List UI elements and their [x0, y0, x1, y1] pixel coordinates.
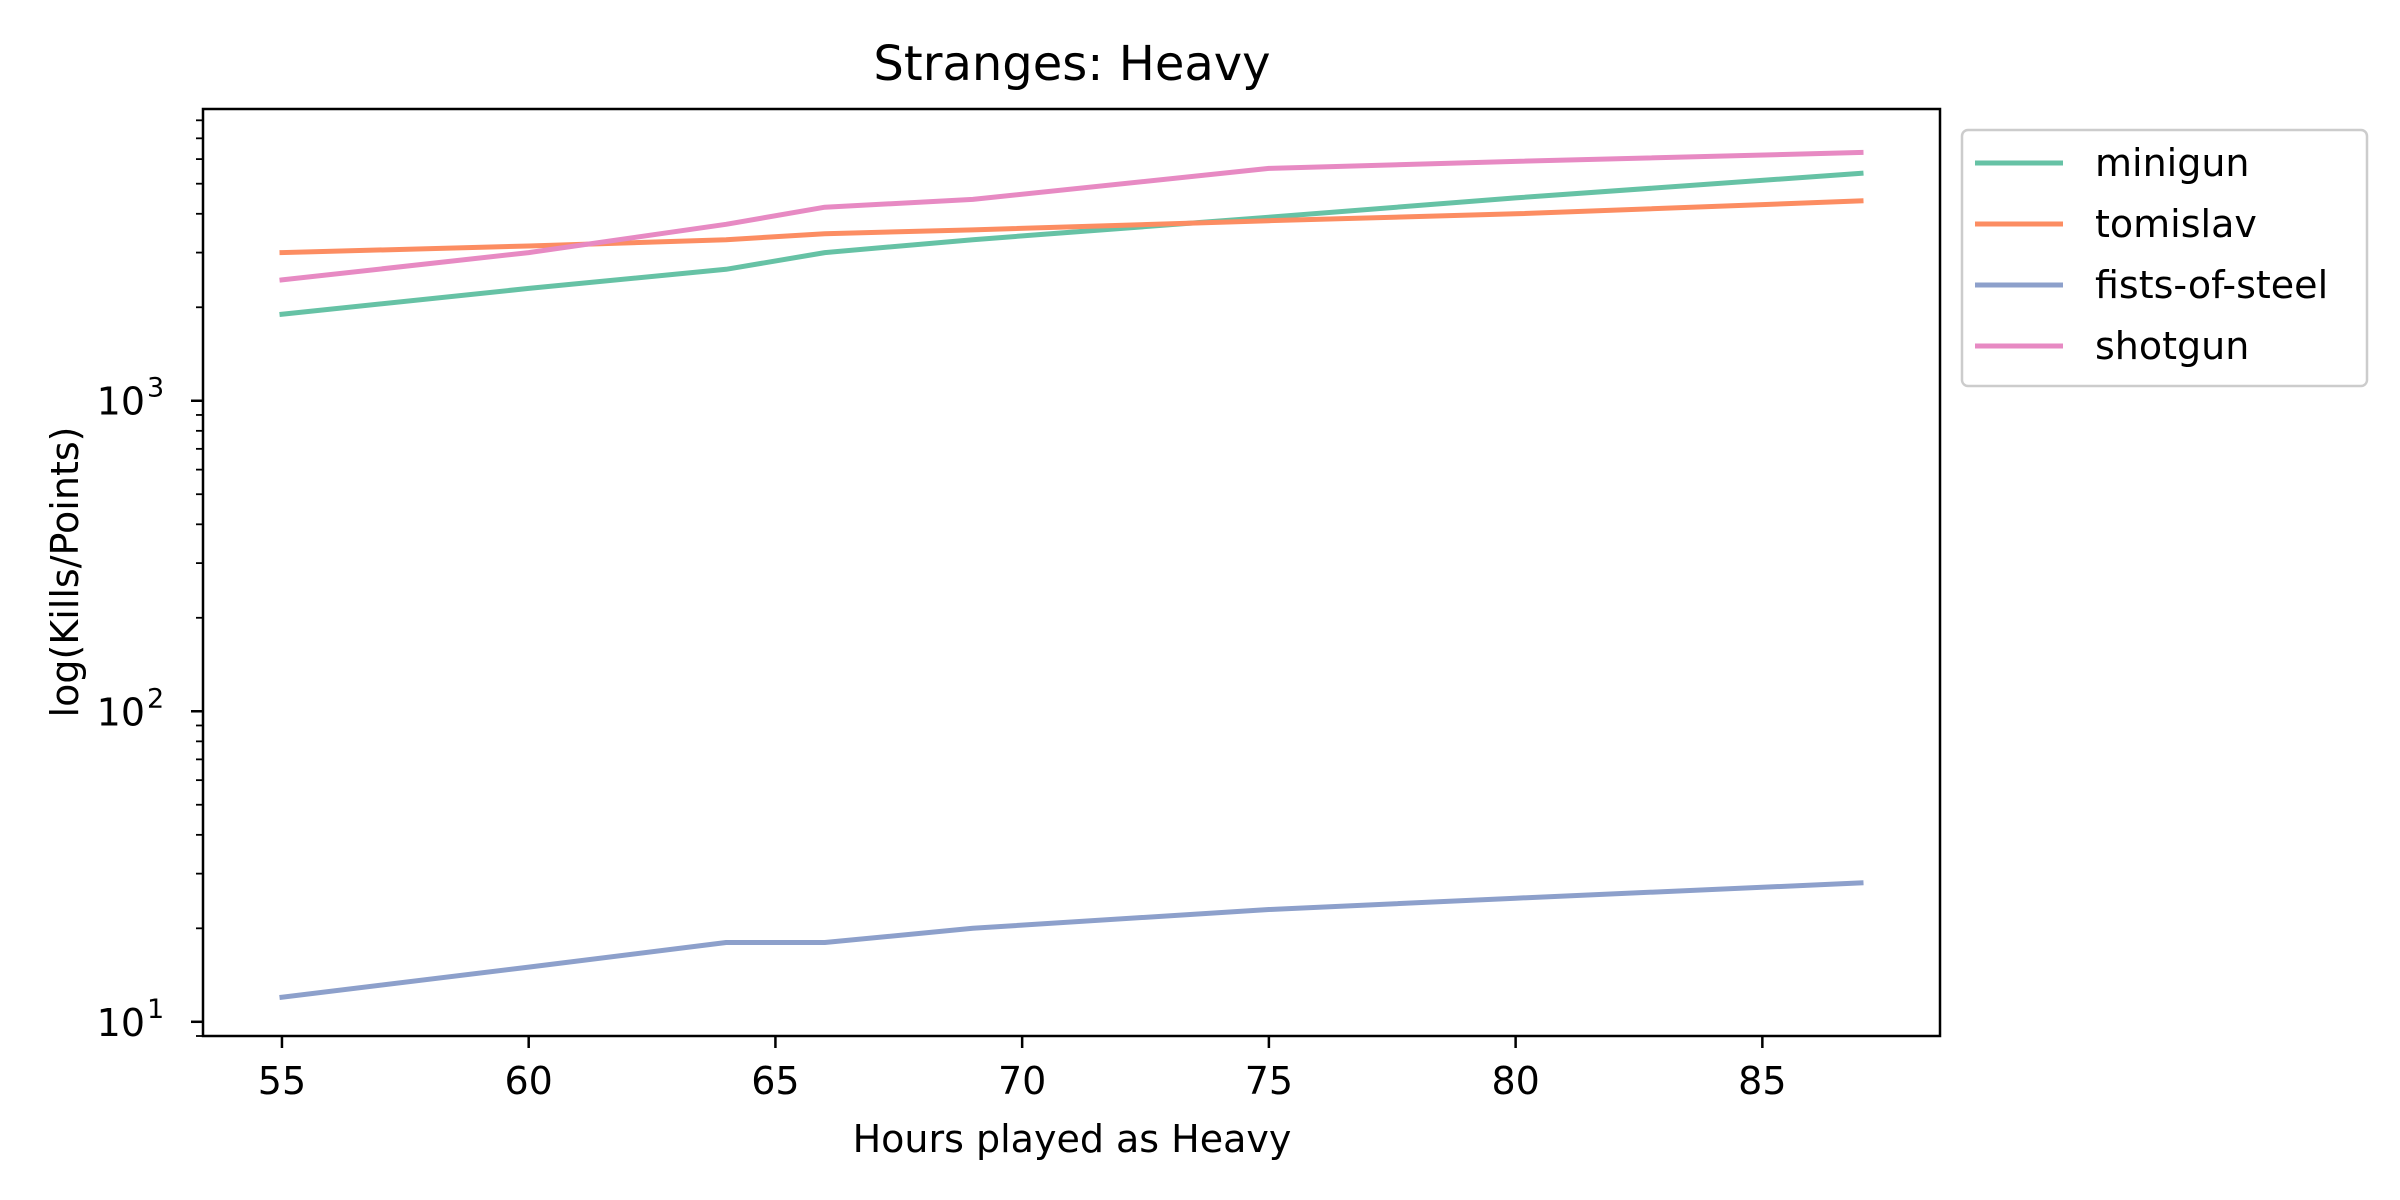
plot-frame: [201, 107, 1942, 1038]
y-tick-label: 10: [97, 380, 145, 424]
y-tick-label: 10: [97, 1001, 145, 1045]
legend: minigun tomislav fists-of-steel shotgun: [1960, 128, 2369, 388]
y-tick-exponent: 2: [147, 683, 164, 714]
x-tick-label: 85: [1738, 1059, 1786, 1103]
series-line-shotgun: [279, 149, 1864, 283]
x-tick-label: 75: [1245, 1059, 1293, 1103]
x-tick-label: 60: [505, 1059, 553, 1103]
series-line-tomislav: [279, 198, 1864, 256]
chart-title: Stranges: Heavy: [873, 36, 1270, 92]
series-line-minigun: [279, 170, 1864, 317]
legend-label-fists-of-steel: fists-of-steel: [2095, 263, 2328, 307]
x-tick-label: 55: [258, 1059, 306, 1103]
x-axis: 55 60 65 70 75 80 85: [258, 1036, 1787, 1103]
x-tick-label: 65: [751, 1059, 799, 1103]
y-axis-label: log(Kills/Points): [43, 427, 87, 718]
y-tick-exponent: 3: [147, 373, 164, 404]
series-line-fists-of-steel: [279, 880, 1864, 1000]
x-tick-label: 70: [998, 1059, 1046, 1103]
x-tick-label: 80: [1491, 1059, 1539, 1103]
x-axis-label: Hours played as Heavy: [853, 1117, 1292, 1161]
legend-label-minigun: minigun: [2095, 141, 2250, 185]
series-layer: [279, 149, 1864, 1000]
legend-label-shotgun: shotgun: [2095, 324, 2249, 368]
legend-label-tomislav: tomislav: [2095, 202, 2257, 246]
y-tick-exponent: 1: [147, 994, 164, 1025]
legend-frame: [1960, 128, 2369, 388]
y-tick-label: 10: [97, 690, 145, 734]
